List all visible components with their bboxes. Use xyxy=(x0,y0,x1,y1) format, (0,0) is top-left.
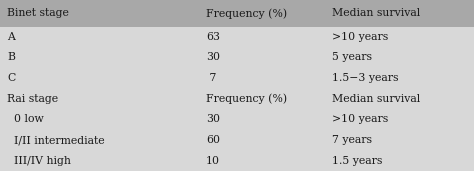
Text: A: A xyxy=(7,32,15,42)
Text: Frequency (%): Frequency (%) xyxy=(206,94,287,104)
Text: III/IV high: III/IV high xyxy=(7,156,71,166)
Text: I/II intermediate: I/II intermediate xyxy=(7,135,105,145)
Text: 1.5 years: 1.5 years xyxy=(332,156,382,166)
Text: Median survival: Median survival xyxy=(332,94,420,104)
Text: >10 years: >10 years xyxy=(332,32,388,42)
FancyBboxPatch shape xyxy=(0,0,474,27)
Text: 30: 30 xyxy=(206,114,220,124)
Text: 7: 7 xyxy=(206,73,217,83)
Text: Median survival: Median survival xyxy=(332,8,420,18)
Text: Frequency (%): Frequency (%) xyxy=(206,8,287,18)
Text: 7 years: 7 years xyxy=(332,135,372,145)
Text: 5 years: 5 years xyxy=(332,52,372,62)
Text: 10: 10 xyxy=(206,156,220,166)
Text: 60: 60 xyxy=(206,135,220,145)
Text: Binet stage: Binet stage xyxy=(7,8,69,18)
Text: 0 low: 0 low xyxy=(7,114,44,124)
FancyBboxPatch shape xyxy=(0,27,474,171)
Text: B: B xyxy=(7,52,15,62)
Text: 1.5−3 years: 1.5−3 years xyxy=(332,73,398,83)
Text: >10 years: >10 years xyxy=(332,114,388,124)
Text: C: C xyxy=(7,73,15,83)
Text: Rai stage: Rai stage xyxy=(7,94,58,104)
Text: 63: 63 xyxy=(206,32,220,42)
Text: 30: 30 xyxy=(206,52,220,62)
